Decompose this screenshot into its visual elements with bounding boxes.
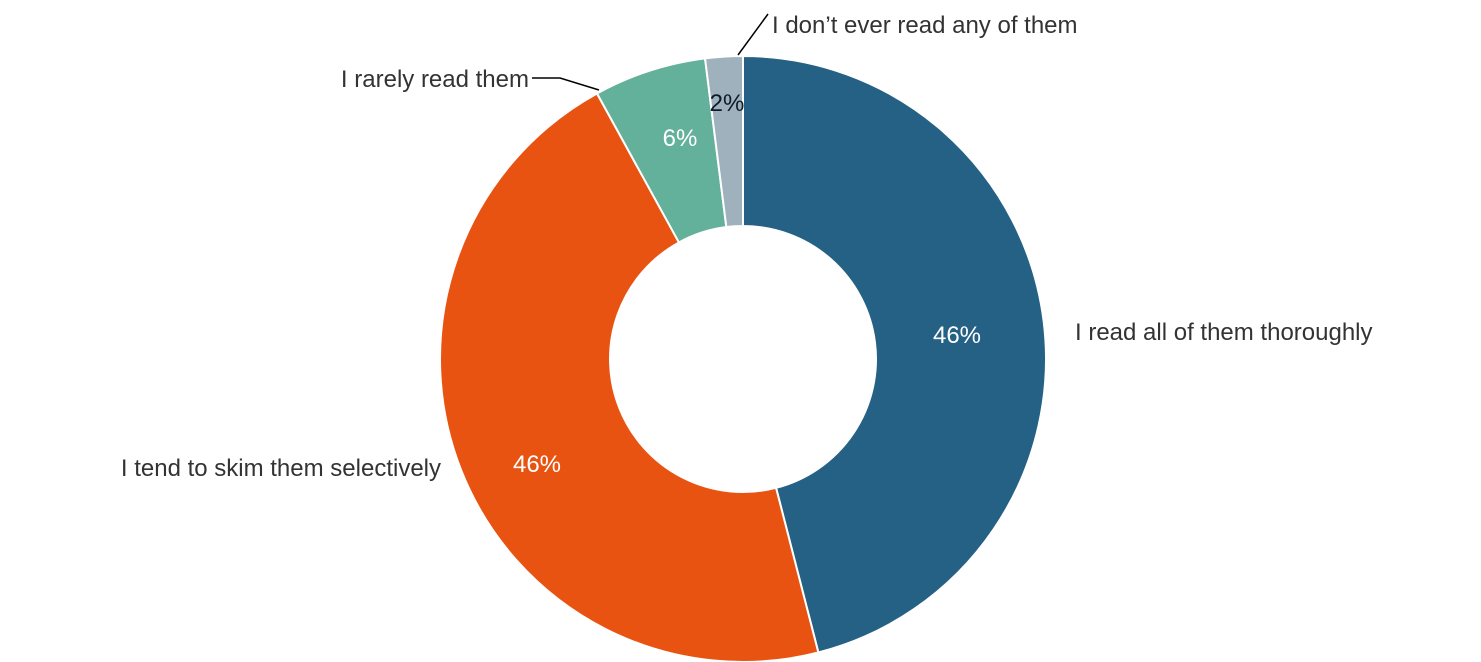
category-label-skim: I tend to skim them selectively [121,455,441,482]
category-labels-group: I read all of them thoroughly I tend to … [121,12,1373,482]
slice-skim [439,92,820,662]
value-label-never: 2% [710,90,745,117]
value-label-thoroughly: 46% [933,322,981,349]
leader-lines-group [532,13,769,91]
category-label-never: I don’t ever read any of them [772,12,1078,39]
value-labels-group: 46% 46% 6% 2% [513,90,981,478]
leader-line-never [737,13,769,56]
slice-never [703,54,744,229]
slices-group [439,54,1047,662]
value-label-rarely: 6% [663,125,698,152]
leader-line-rarely [532,77,600,91]
value-label-skim: 46% [513,451,561,478]
category-label-thoroughly: I read all of them thoroughly [1075,319,1373,346]
category-label-rarely: I rarely read them [341,66,529,93]
slice-thoroughly [742,54,1047,654]
